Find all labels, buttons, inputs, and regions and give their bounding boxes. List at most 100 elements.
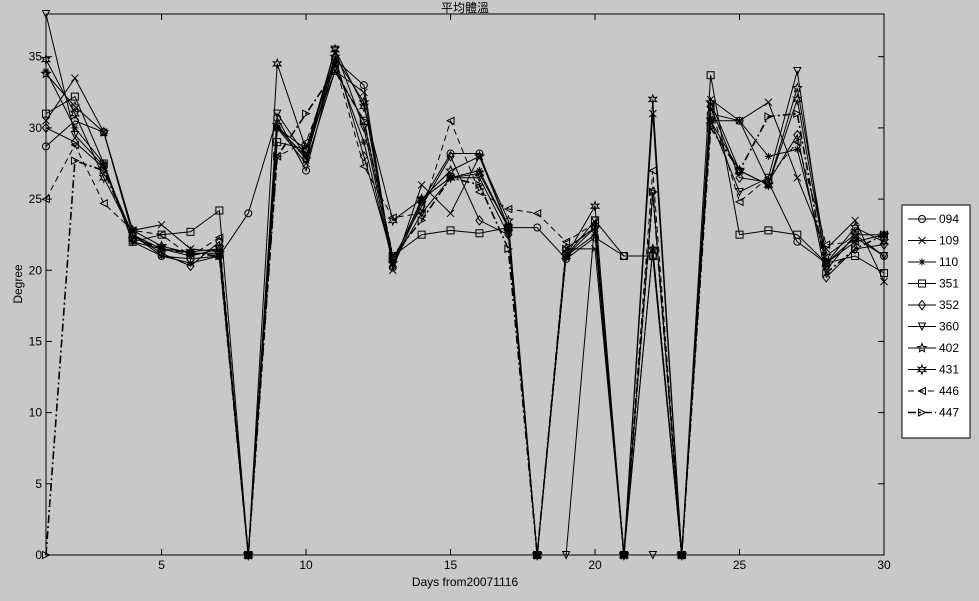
data-point [359, 81, 368, 90]
legend-marker [918, 279, 926, 288]
legend-marker [917, 299, 927, 311]
data-point [474, 167, 485, 180]
legend-entry: 351 [908, 277, 959, 291]
data-point [647, 93, 658, 106]
plot-area [45, 13, 885, 556]
series-line [45, 48, 885, 556]
data-point [560, 250, 572, 262]
data-point [792, 93, 803, 106]
data-point [272, 109, 282, 119]
series-431 [40, 43, 890, 561]
data-point [706, 71, 715, 80]
data-point [880, 230, 889, 239]
data-point [70, 140, 79, 150]
data-point [763, 178, 774, 191]
x-tick-label: 15 [444, 558, 458, 572]
data-point [388, 213, 397, 222]
series-line [45, 70, 885, 556]
data-point [359, 151, 368, 162]
legend-box [901, 204, 971, 439]
data-point [879, 252, 889, 261]
series-group [40, 10, 890, 561]
data-point [764, 98, 773, 107]
data-point [40, 67, 52, 79]
data-point [157, 244, 167, 254]
data-point [70, 92, 79, 101]
data-point [214, 242, 225, 255]
data-point [128, 226, 137, 235]
data-point [40, 53, 52, 66]
data-point [763, 173, 773, 183]
data-point [821, 240, 831, 249]
data-point [791, 82, 803, 93]
data-point [851, 216, 859, 225]
y-tick-label: 30 [29, 121, 43, 135]
data-point [648, 109, 657, 118]
data-point [648, 187, 658, 197]
data-point [532, 209, 542, 218]
data-point [359, 116, 369, 126]
series-447 [42, 66, 889, 560]
series-line [45, 69, 885, 556]
data-point [475, 229, 484, 238]
data-point [42, 116, 50, 125]
data-point [185, 251, 195, 261]
data-point [589, 200, 601, 213]
data-point [128, 233, 138, 242]
y-tick-label: 20 [29, 263, 43, 277]
data-point [330, 66, 340, 76]
data-point [878, 235, 890, 248]
data-point [416, 193, 427, 206]
data-point [358, 100, 370, 113]
legend-entry: 360 [908, 320, 959, 334]
data-point [504, 244, 513, 254]
data-point [446, 209, 455, 218]
data-point [793, 230, 802, 239]
legend-marker [918, 236, 926, 245]
data-point [533, 223, 542, 232]
x-tick-label: 30 [877, 558, 891, 572]
data-point [98, 126, 110, 137]
data-point [590, 218, 600, 228]
legend: 094 109 110 351 352 360 402 431 446 447 [901, 204, 971, 439]
data-point [764, 112, 774, 121]
data-point [734, 197, 744, 207]
chart-title: 平均體溫 [441, 1, 489, 15]
data-point [792, 137, 802, 147]
data-point [302, 166, 311, 175]
data-point [359, 162, 368, 171]
x-tick-label: 10 [299, 558, 313, 572]
legend-marker [918, 215, 926, 223]
data-point [591, 223, 600, 232]
x-tick-label: 20 [588, 558, 602, 572]
data-point [417, 230, 426, 239]
data-point [302, 109, 311, 118]
legend-marker [918, 408, 927, 417]
data-point [619, 252, 628, 261]
legend-label: 447 [939, 406, 959, 420]
data-point [417, 216, 427, 225]
x-tick-label: 25 [733, 558, 747, 572]
data-point [98, 171, 109, 184]
data-point [735, 166, 745, 175]
legend-entry: 094 [908, 212, 959, 226]
data-point [851, 244, 860, 254]
legend-marker [916, 342, 928, 353]
data-point [273, 138, 282, 147]
data-point [330, 59, 339, 69]
data-point [445, 116, 455, 126]
data-point [706, 123, 716, 133]
data-point [214, 233, 224, 242]
data-point [880, 269, 888, 278]
y-tick-label: 25 [29, 192, 43, 206]
series-line [45, 13, 885, 556]
data-point [735, 172, 744, 184]
data-point [186, 227, 195, 236]
data-point [735, 187, 744, 197]
data-point [99, 162, 109, 171]
data-point [300, 153, 312, 164]
y-tick-label: 5 [35, 477, 42, 491]
data-point [793, 145, 801, 153]
legend-entry: 431 [908, 363, 959, 377]
